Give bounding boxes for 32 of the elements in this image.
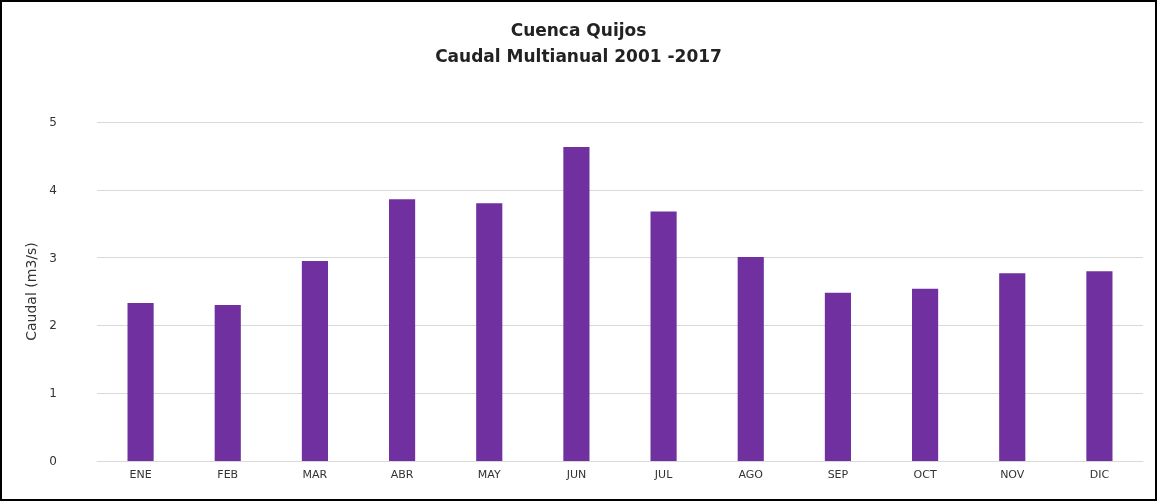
x-tick-label: JUL (653, 468, 674, 481)
x-tick-label: MAY (477, 468, 501, 481)
bar (650, 211, 677, 461)
bar (389, 199, 416, 461)
bar (912, 288, 939, 461)
x-tick-label: ABR (390, 468, 414, 481)
x-tick-label: AGO (738, 468, 764, 481)
x-tick-label: DIC (1089, 468, 1110, 481)
bar (737, 256, 764, 461)
bar (301, 260, 328, 461)
y-tick-label: 4 (49, 182, 57, 197)
x-tick-label: OCT (913, 468, 937, 481)
x-tick-label: SEP (827, 468, 849, 481)
bar (476, 203, 503, 461)
y-tick-label: 1 (49, 386, 57, 401)
chart-title: Cuenca Quijos Caudal Multianual 2001 -2017 (435, 20, 722, 66)
y-tick-label: 2 (49, 318, 57, 333)
bar (999, 273, 1026, 461)
x-tick-label: ENE (129, 468, 152, 481)
y-axis-title: Caudal (m3/s) (23, 242, 40, 341)
x-tick-label: NOV (1000, 468, 1025, 481)
y-tick-label: 5 (49, 115, 57, 129)
y-tick-label: 3 (49, 250, 57, 265)
x-tick-label: MAR (302, 468, 328, 481)
bar (214, 305, 241, 461)
bar (1086, 271, 1113, 461)
bar (824, 292, 851, 461)
y-tick-label: 0 (49, 454, 57, 468)
x-tick-label: JUN (565, 468, 587, 481)
x-tick-label: FEB (217, 468, 239, 481)
bar (563, 147, 590, 461)
bar (127, 303, 154, 461)
